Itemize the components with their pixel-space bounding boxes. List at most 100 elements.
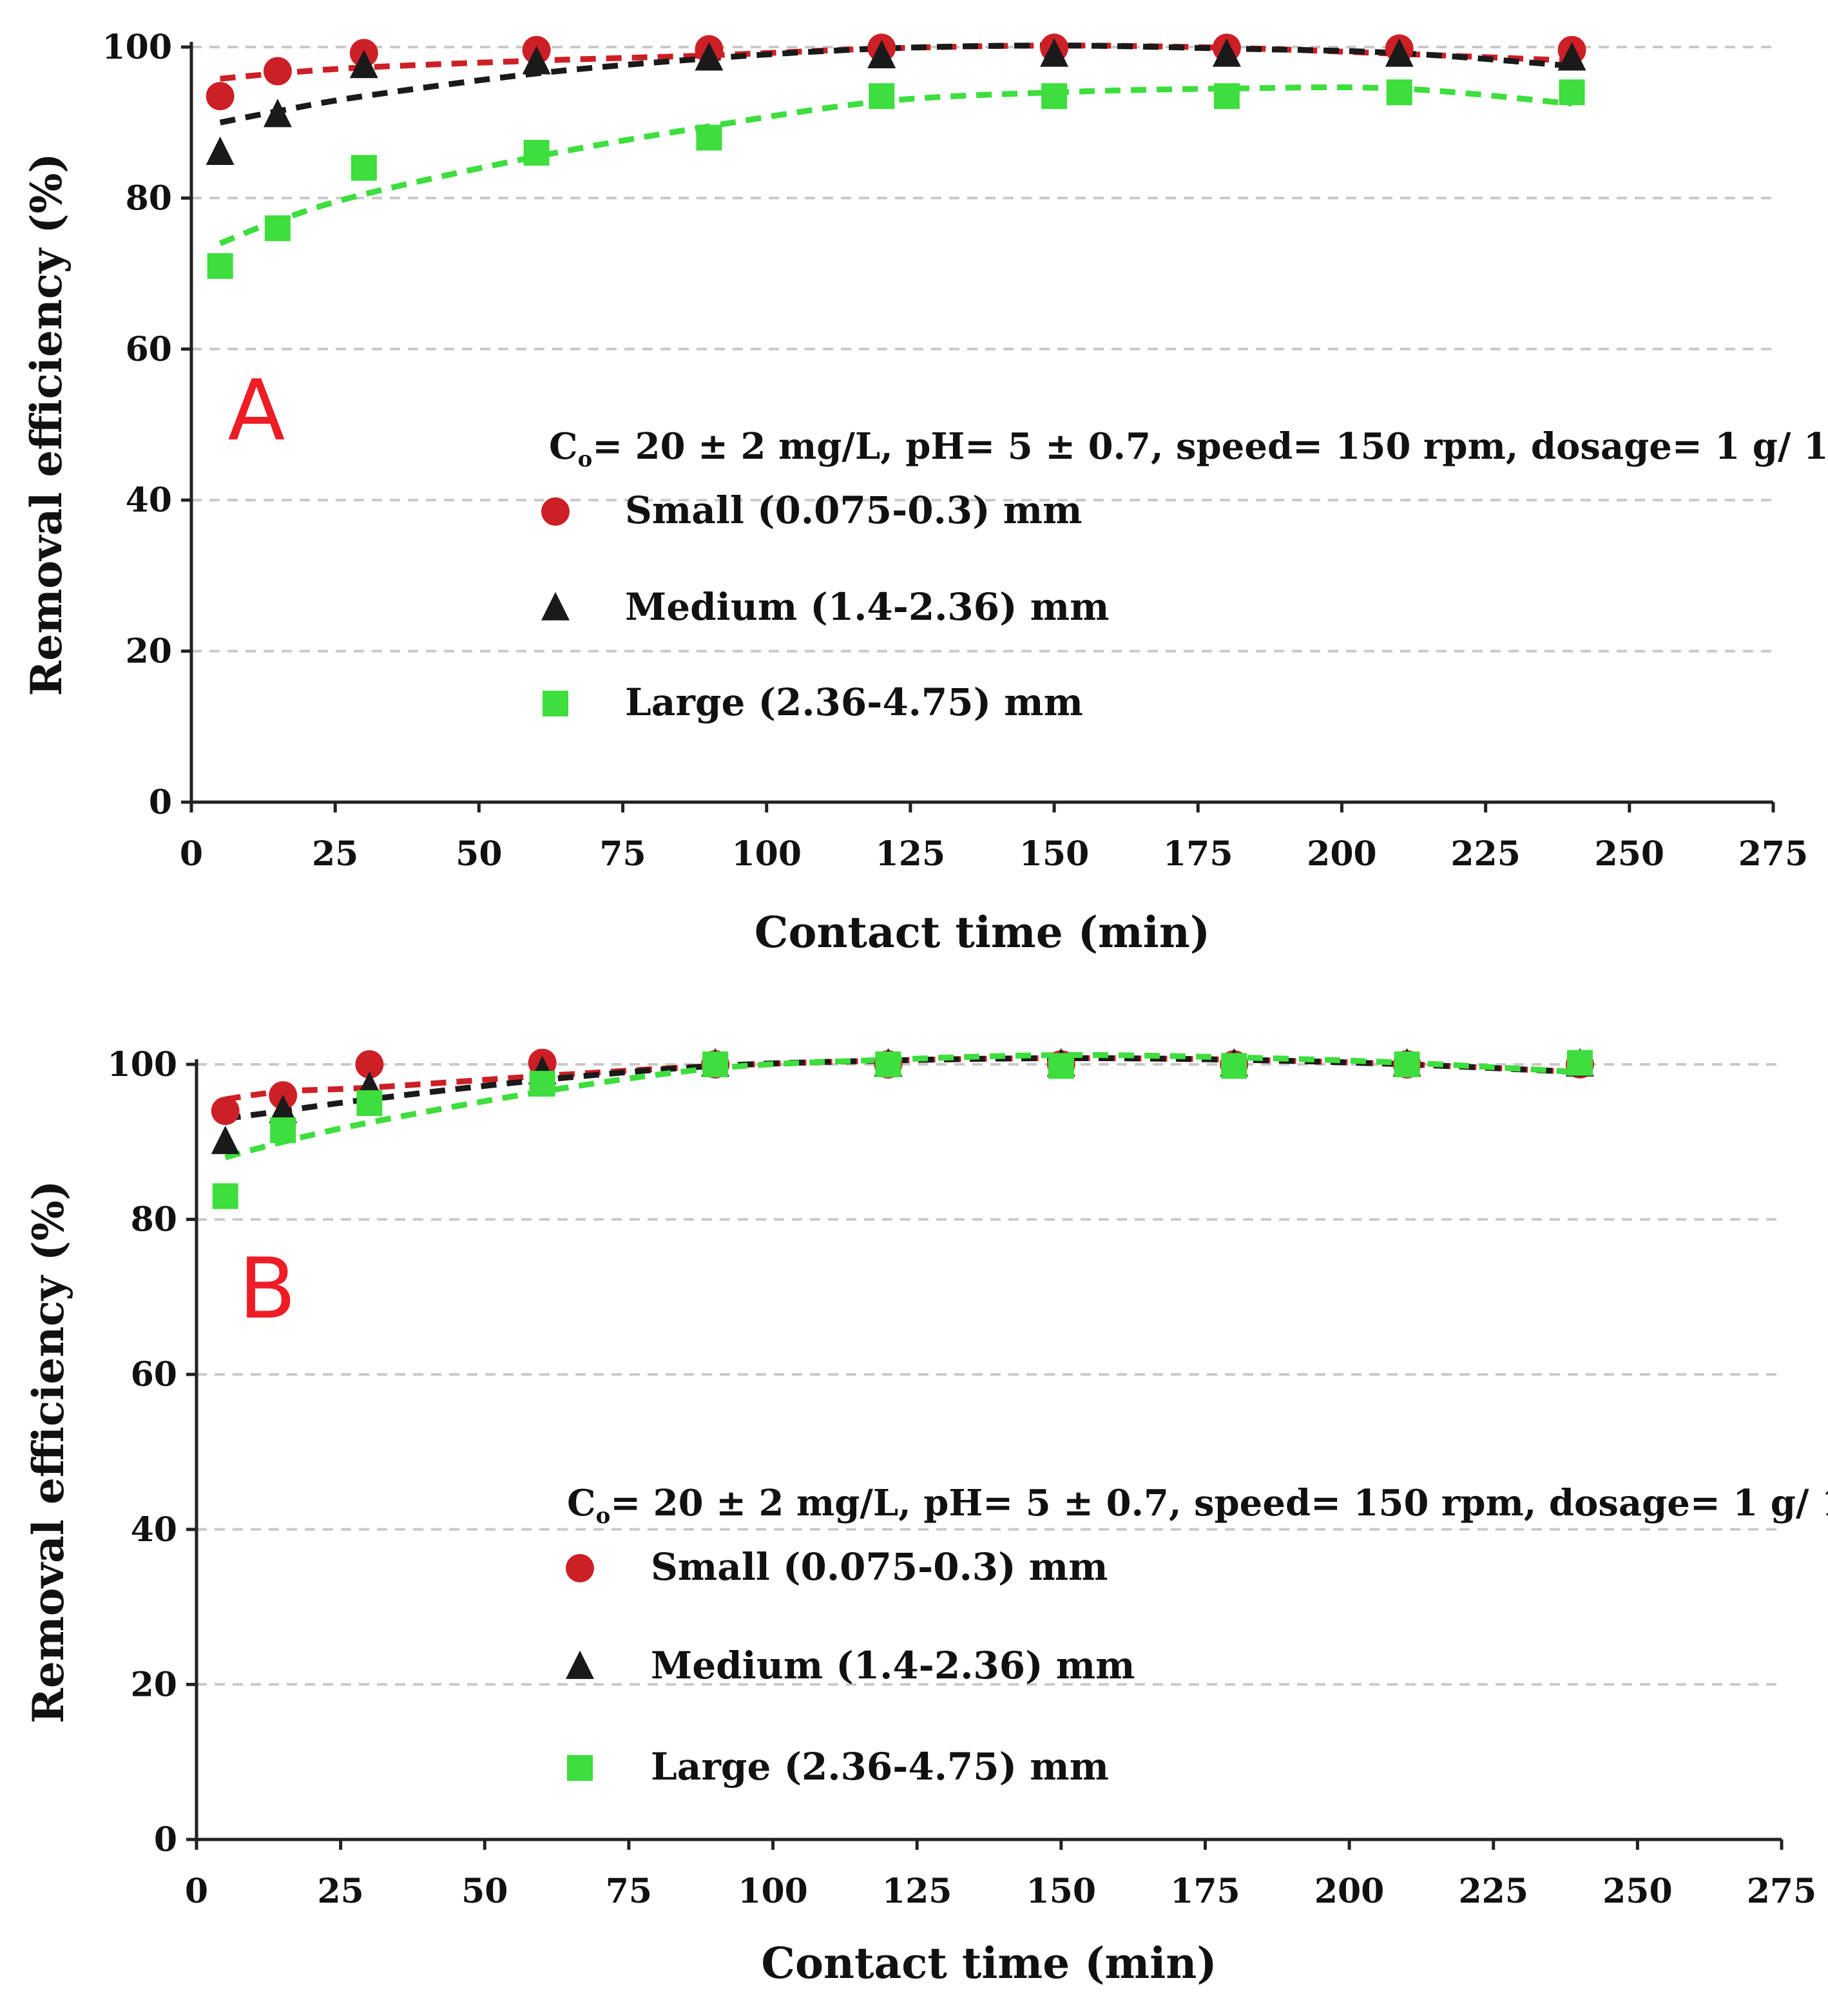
- x-tick-label: 25: [312, 834, 358, 874]
- x-tick-label: 75: [599, 834, 646, 874]
- y-tick-label: 60: [126, 330, 172, 369]
- data-point-square: [270, 1117, 296, 1144]
- y-tick-label: 0: [149, 783, 172, 822]
- x-tick-label: 0: [180, 834, 203, 874]
- data-point-square: [1559, 79, 1585, 106]
- conditions-subscript: o: [578, 446, 593, 472]
- data-point-triangle: [522, 46, 551, 75]
- legend-label: Large (2.36-4.75) mm: [625, 680, 1083, 724]
- x-tick-label: 50: [461, 1872, 508, 1911]
- trend-line-triangle: [219, 43, 1572, 126]
- data-point-triangle: [269, 1094, 298, 1124]
- data-point-triangle: [695, 42, 724, 71]
- data-point-square: [875, 1051, 901, 1077]
- y-tick-label: 60: [131, 1355, 177, 1394]
- data-point-triangle: [1557, 42, 1586, 71]
- panel-label: A: [228, 361, 285, 459]
- data-point-square: [264, 215, 291, 242]
- y-tick-label: 20: [126, 632, 172, 671]
- data-point-triangle: [867, 39, 896, 68]
- legend-marker-square: [567, 1755, 593, 1781]
- y-tick-label: 80: [126, 178, 172, 218]
- x-tick-label: 200: [1314, 1872, 1385, 1911]
- data-point-square: [702, 1051, 729, 1077]
- data-point-square: [523, 140, 550, 166]
- data-point-triangle: [1040, 38, 1069, 67]
- x-tick-label: 275: [1747, 1872, 1817, 1911]
- legend-label: Small (0.075-0.3) mm: [625, 488, 1082, 532]
- x-tick-label: 250: [1602, 1872, 1673, 1911]
- data-point-triangle: [1212, 38, 1241, 67]
- y-tick-label: 0: [154, 1820, 177, 1859]
- data-point-circle: [263, 57, 292, 86]
- conditions-body: = 20 ± 2 mg/L, pH= 5 ± 0.7, speed= 150 r…: [610, 1482, 1828, 1524]
- data-point-square: [1048, 1053, 1074, 1079]
- x-tick-label: 50: [456, 834, 502, 874]
- data-point-square: [696, 124, 722, 151]
- conditions-prefix: C: [549, 425, 578, 468]
- x-tick-label: 125: [882, 1872, 952, 1911]
- trend-line-square: [218, 84, 1572, 246]
- x-tick-label: 150: [1026, 1872, 1097, 1911]
- data-point-triangle: [206, 136, 235, 165]
- data-point-square: [212, 1183, 238, 1209]
- conditions-subscript: o: [596, 1503, 611, 1529]
- data-point-square: [351, 155, 377, 181]
- data-point-triangle: [1385, 38, 1414, 67]
- data-point-square: [1213, 83, 1240, 110]
- x-tick-label: 225: [1458, 1872, 1528, 1911]
- y-tick-label: 100: [107, 1045, 177, 1084]
- x-tick-label: 175: [1170, 1872, 1240, 1911]
- y-tick-label: 40: [126, 481, 172, 520]
- x-tick-label: 150: [1019, 834, 1090, 874]
- x-axis-title: Contact time (min): [755, 907, 1210, 957]
- data-point-circle: [211, 1097, 240, 1126]
- x-axis-title: Contact time (min): [761, 1938, 1217, 1988]
- data-point-square: [1041, 83, 1068, 110]
- legend-label: Medium (1.4-2.36) mm: [625, 585, 1109, 629]
- x-tick-label: 225: [1450, 834, 1521, 874]
- y-tick-label: 40: [131, 1510, 177, 1550]
- data-point-square: [529, 1071, 555, 1097]
- y-axis-title: Removal efficiency (%): [23, 1180, 73, 1723]
- legend-label: Medium (1.4-2.36) mm: [651, 1644, 1135, 1687]
- y-tick-label: 100: [102, 28, 172, 67]
- data-point-triangle: [211, 1126, 240, 1155]
- legend-marker-triangle: [541, 591, 570, 620]
- legend-label: Small (0.075-0.3) mm: [651, 1545, 1108, 1589]
- panel-label: B: [238, 1240, 296, 1338]
- x-tick-label: 25: [317, 1872, 363, 1911]
- data-point-square: [1566, 1050, 1593, 1076]
- data-point-square: [1221, 1053, 1247, 1079]
- y-axis-title: Removal efficiency (%): [21, 153, 72, 696]
- data-point-square: [207, 253, 233, 279]
- x-tick-label: 100: [731, 834, 802, 874]
- chart-panel-a: 0 20 40 60 80 100 0 25 50 75 100 125 150 175 200 225 250…: [21, 28, 1828, 957]
- legend-marker-circle: [541, 497, 570, 526]
- y-tick-label: 80: [131, 1200, 177, 1240]
- x-tick-label: 175: [1163, 834, 1233, 874]
- legend-label: Large (2.36-4.75) mm: [651, 1745, 1109, 1789]
- data-point-square: [1386, 79, 1412, 106]
- legend-marker-triangle: [566, 1650, 594, 1679]
- conditions-body: = 20 ± 2 mg/L, pH= 5 ± 0.7, speed= 150 r…: [592, 425, 1828, 468]
- x-tick-label: 0: [185, 1872, 208, 1911]
- conditions-prefix: C: [567, 1482, 596, 1524]
- x-tick-label: 275: [1738, 834, 1809, 874]
- data-point-circle: [355, 1050, 384, 1079]
- y-tick-label: 20: [131, 1665, 177, 1704]
- x-tick-label: 100: [738, 1872, 808, 1911]
- x-tick-label: 200: [1307, 834, 1377, 874]
- x-tick-label: 250: [1595, 834, 1665, 874]
- conditions-text: Co= 20 ± 2 mg/L, pH= 5 ± 0.7, speed= 150…: [567, 1482, 1828, 1529]
- data-point-square: [1394, 1051, 1420, 1077]
- legend-marker-circle: [566, 1554, 594, 1582]
- data-point-triangle: [263, 99, 292, 128]
- data-point-square: [869, 83, 895, 110]
- x-tick-label: 125: [876, 834, 946, 874]
- conditions-text: Co= 20 ± 2 mg/L, pH= 5 ± 0.7, speed= 150…: [549, 425, 1828, 472]
- legend-marker-square: [543, 691, 568, 716]
- chart-panel-b: 0 20 40 60 80 100 0 25 50 75 100 125 150 175 200 225 250…: [23, 1045, 1828, 1988]
